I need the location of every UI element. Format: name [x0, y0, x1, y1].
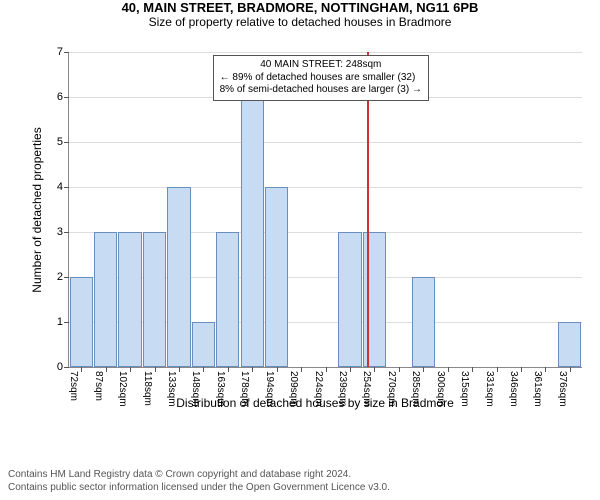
x-tick-mark [472, 367, 473, 372]
y-tick-mark [64, 97, 69, 98]
y-tick-label: 1 [57, 316, 63, 328]
x-tick-label: 361sqm [532, 371, 543, 407]
y-tick-mark [64, 52, 69, 53]
x-axis-label: Distribution of detached houses by size … [176, 396, 453, 410]
annotation-box: 40 MAIN STREET: 248sqm← 89% of detached … [213, 55, 429, 101]
x-tick-mark [81, 367, 82, 372]
x-tick-mark [228, 367, 229, 372]
histogram-bar [558, 322, 581, 367]
x-tick-mark [203, 367, 204, 372]
x-tick-label: 72sqm [68, 371, 79, 401]
footer-line-1: Contains HM Land Registry data © Crown c… [8, 468, 390, 481]
x-tick-label: 331sqm [484, 371, 495, 407]
histogram-bar [94, 232, 117, 367]
histogram-bar [216, 232, 239, 367]
gridline [69, 187, 582, 188]
x-tick-mark [155, 367, 156, 372]
x-tick-label: 376sqm [557, 371, 568, 407]
chart-title: 40, MAIN STREET, BRADMORE, NOTTINGHAM, N… [0, 0, 600, 15]
y-axis-label: Number of detached properties [30, 127, 44, 292]
annotation-line-1: 40 MAIN STREET: 248sqm [220, 59, 422, 72]
y-tick-label: 4 [57, 181, 63, 193]
plot-area: Number of detached properties 0123456772… [68, 52, 582, 368]
histogram-bar [338, 232, 361, 367]
x-tick-mark [179, 367, 180, 372]
y-tick-label: 2 [57, 271, 63, 283]
gridline [69, 142, 582, 143]
y-tick-mark [64, 187, 69, 188]
x-tick-mark [326, 367, 327, 372]
y-tick-mark [64, 367, 69, 368]
y-tick-mark [64, 142, 69, 143]
y-tick-label: 0 [57, 361, 63, 373]
y-tick-label: 3 [57, 226, 63, 238]
y-tick-mark [64, 322, 69, 323]
y-tick-mark [64, 232, 69, 233]
x-tick-label: 315sqm [459, 371, 470, 407]
x-tick-mark [350, 367, 351, 372]
x-tick-mark [106, 367, 107, 372]
y-tick-label: 7 [57, 46, 63, 58]
annotation-line-2: ← 89% of detached houses are smaller (32… [220, 72, 422, 85]
x-tick-mark [399, 367, 400, 372]
x-tick-mark [130, 367, 131, 372]
histogram-bar [192, 322, 215, 367]
histogram-bar [70, 277, 93, 367]
x-tick-mark [423, 367, 424, 372]
x-tick-label: 118sqm [142, 371, 153, 406]
chart-subtitle: Size of property relative to detached ho… [0, 15, 600, 29]
x-tick-mark [545, 367, 546, 372]
x-tick-label: 102sqm [117, 371, 128, 407]
x-tick-mark [448, 367, 449, 372]
x-tick-mark [570, 367, 571, 372]
x-tick-mark [521, 367, 522, 372]
histogram-bar [118, 232, 141, 367]
y-tick-mark [64, 277, 69, 278]
footer-line-2: Contains public sector information licen… [8, 481, 390, 494]
histogram-bar [241, 97, 264, 367]
x-tick-mark [252, 367, 253, 372]
x-tick-mark [301, 367, 302, 372]
x-tick-label: 87sqm [93, 371, 104, 401]
x-tick-mark [497, 367, 498, 372]
gridline [69, 52, 582, 53]
footer-attribution: Contains HM Land Registry data © Crown c… [8, 468, 390, 494]
y-tick-label: 5 [57, 136, 63, 148]
histogram-bar [412, 277, 435, 367]
histogram-bar [167, 187, 190, 367]
chart-container: Number of detached properties 0123456772… [48, 52, 582, 404]
x-tick-mark [277, 367, 278, 372]
annotation-line-3: 8% of semi-detached houses are larger (3… [220, 84, 422, 97]
y-tick-label: 6 [57, 91, 63, 103]
histogram-bar [143, 232, 166, 367]
histogram-bar [265, 187, 288, 367]
x-tick-mark [374, 367, 375, 372]
x-tick-label: 346sqm [508, 371, 519, 407]
